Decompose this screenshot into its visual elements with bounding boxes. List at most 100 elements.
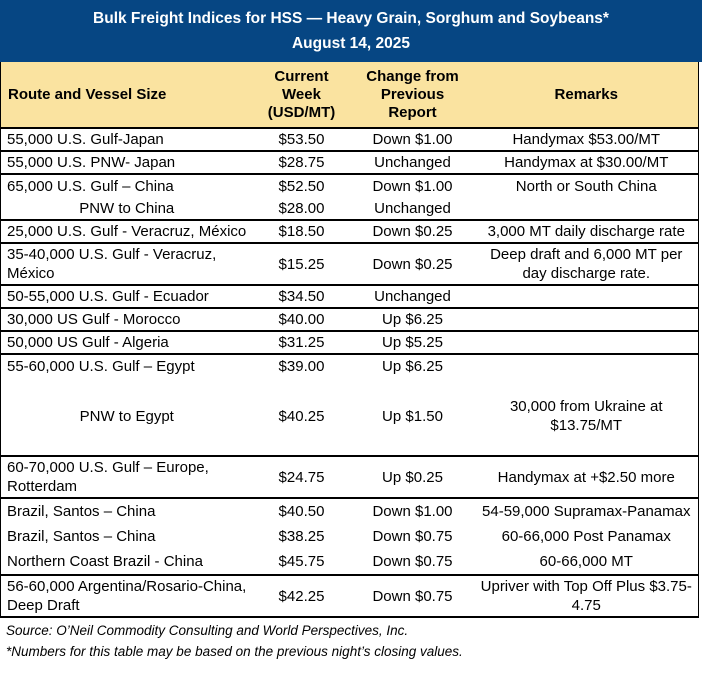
current-week-cell: $34.50 <box>278 288 325 305</box>
row-group-gulf-morocco: 30,000 US Gulf - Morocco $40.00 Up $6.25 <box>0 308 699 331</box>
table-row: 50,000 US Gulf - Algeria $31.25 Up $5.25 <box>1 331 699 354</box>
change-cell: Unchanged <box>374 199 451 217</box>
remarks-cell: 54-59,000 Supramax-Panamax <box>482 503 691 520</box>
report-date: August 14, 2025 <box>291 34 411 52</box>
remarks-cell: 3,000 MT daily discharge rate <box>487 223 685 240</box>
route-cell: 50-55,000 U.S. Gulf - Ecuador <box>7 288 209 305</box>
current-week-cell: $28.00 <box>278 199 325 217</box>
current-week-cell: $40.50 <box>278 503 325 520</box>
table-row: 55,000 U.S. PNW- Japan $28.75 Unchanged … <box>1 151 699 174</box>
remarks-cell: 60-66,000 Post Panamax <box>501 528 671 545</box>
remarks-cell: 60-66,000 MT <box>539 553 633 570</box>
column-header-change: Change from Previous Report <box>350 62 475 129</box>
remarks-cell: Handymax $53.00/MT <box>512 131 661 148</box>
table-row: 30,000 US Gulf - Morocco $40.00 Up $6.25 <box>1 308 699 331</box>
current-week-cell: $42.25 <box>278 587 325 605</box>
footer: Source: O’Neil Commodity Consulting and … <box>0 618 702 662</box>
change-cell: Down $1.00 <box>372 177 453 195</box>
row-group-brazil-china: Brazil, Santos – China $40.50 Down $1.00… <box>0 498 699 575</box>
current-week-cell: $28.75 <box>278 154 325 171</box>
route-cell: 55,000 U.S. PNW- Japan <box>7 154 176 171</box>
route-cell: 55,000 U.S. Gulf-Japan <box>7 131 164 148</box>
change-cell: Down $0.75 <box>372 528 453 545</box>
change-cell: Down $0.75 <box>372 553 453 570</box>
route-cell: 55-60,000 U.S. Gulf – Egypt <box>7 357 195 375</box>
column-header-route: Route and Vessel Size <box>0 62 253 129</box>
current-week-cell: $38.25 <box>278 528 325 545</box>
current-week-cell: $15.25 <box>278 255 325 273</box>
change-cell: Down $0.75 <box>372 587 453 605</box>
change-cell: Down $0.25 <box>372 223 453 240</box>
report-title: Bulk Freight Indices for HSS — Heavy Gra… <box>93 9 609 27</box>
table-row: Brazil, Santos – China $40.50 Down $1.00… <box>1 498 699 524</box>
remarks-cell: Upriver with Top Off Plus $3.75-4.75 <box>480 578 692 614</box>
remarks-cell: Handymax at +$2.50 more <box>497 468 675 486</box>
current-week-cell: $18.50 <box>278 223 325 240</box>
table-row: 55,000 U.S. Gulf-Japan $53.50 Down $1.00… <box>1 128 699 151</box>
row-group-gulf-china: 65,000 U.S. Gulf – China $52.50 Down $1.… <box>0 174 699 220</box>
route-cell: Northern Coast Brazil - China <box>7 553 203 570</box>
table-row: PNW to Egypt $40.25 Up $1.50 30,000 from… <box>1 377 699 456</box>
remarks-cell <box>475 331 699 354</box>
row-group-gulf-egypt: 55-60,000 U.S. Gulf – Egypt $39.00 Up $6… <box>0 354 699 456</box>
row-group-gulf-japan: 55,000 U.S. Gulf-Japan $53.50 Down $1.00… <box>1 128 699 151</box>
row-group-gulf-algeria: 50,000 US Gulf - Algeria $31.25 Up $5.25 <box>0 331 699 354</box>
row-group-gulf-ecuador: 50-55,000 U.S. Gulf - Ecuador $34.50 Unc… <box>0 285 699 308</box>
table-row: 50-55,000 U.S. Gulf - Ecuador $34.50 Unc… <box>1 285 699 308</box>
remarks-cell <box>475 197 699 220</box>
route-cell: 65,000 U.S. Gulf – China <box>7 177 174 195</box>
remarks-cell: Handymax at $30.00/MT <box>504 154 669 171</box>
column-header-current-week: Current Week (USD/MT) <box>252 62 351 129</box>
route-cell: 60-70,000 U.S. Gulf – Europe, Rotterdam <box>7 459 209 495</box>
current-week-cell: $40.25 <box>278 407 325 425</box>
table-row: 25,000 U.S. Gulf - Veracruz, México $18.… <box>1 220 699 243</box>
remarks-cell: Deep draft and 6,000 MT per day discharg… <box>490 246 683 282</box>
route-cell: 25,000 U.S. Gulf - Veracruz, México <box>7 223 247 240</box>
change-cell: Unchanged <box>374 154 451 171</box>
remarks-cell <box>475 285 699 308</box>
row-group-gulf-veracruz-25k: 25,000 U.S. Gulf - Veracruz, México $18.… <box>0 220 699 243</box>
row-group-gulf-europe: 60-70,000 U.S. Gulf – Europe, Rotterdam … <box>0 456 699 498</box>
change-cell: Down $0.25 <box>372 255 453 273</box>
table-row: 55-60,000 U.S. Gulf – Egypt $39.00 Up $6… <box>1 354 699 377</box>
table-row: 60-70,000 U.S. Gulf – Europe, Rotterdam … <box>1 456 699 498</box>
route-cell: 56-60,000 Argentina/Rosario-China, Deep … <box>7 578 247 614</box>
current-week-cell: $45.75 <box>278 553 325 570</box>
change-cell: Unchanged <box>374 288 451 305</box>
table-row: Northern Coast Brazil - China $45.75 Dow… <box>1 549 699 575</box>
route-cell: 50,000 US Gulf - Algeria <box>7 334 169 351</box>
freight-indices-table: Route and Vessel Size Current Week (USD/… <box>0 62 699 618</box>
current-week-cell: $39.00 <box>278 357 325 375</box>
remarks-cell <box>475 308 699 331</box>
current-week-cell: $52.50 <box>278 177 325 195</box>
route-cell: 35-40,000 U.S. Gulf - Veracruz, México <box>7 246 217 282</box>
remarks-cell <box>475 354 699 377</box>
change-cell: Up $6.25 <box>382 311 443 328</box>
route-cell: 30,000 US Gulf - Morocco <box>7 311 181 328</box>
route-cell: PNW to Egypt <box>79 407 174 425</box>
source-line: Source: O’Neil Commodity Consulting and … <box>6 623 409 638</box>
table-header: Route and Vessel Size Current Week (USD/… <box>0 62 699 129</box>
table-row: 56-60,000 Argentina/Rosario-China, Deep … <box>1 575 699 617</box>
change-cell: Up $0.25 <box>382 468 443 486</box>
row-group-gulf-veracruz-35-40k: 35-40,000 U.S. Gulf - Veracruz, México $… <box>0 243 699 285</box>
current-week-cell: $24.75 <box>278 468 325 486</box>
table-row: Brazil, Santos – China $38.25 Down $0.75… <box>1 524 699 549</box>
remarks-cell: 30,000 from Ukraine at $13.75/MT <box>509 398 663 434</box>
row-group-argentina: 56-60,000 Argentina/Rosario-China, Deep … <box>0 575 699 617</box>
change-cell: Up $6.25 <box>382 357 443 375</box>
footnote-line: *Numbers for this table may be based on … <box>6 644 463 659</box>
change-cell: Up $1.50 <box>382 407 443 425</box>
route-cell: PNW to China <box>79 199 175 217</box>
title-band: Bulk Freight Indices for HSS — Heavy Gra… <box>0 0 702 62</box>
current-week-cell: $53.50 <box>278 131 325 148</box>
change-cell: Up $5.25 <box>382 334 443 351</box>
remarks-cell: North or South China <box>515 177 657 195</box>
column-header-remarks: Remarks <box>474 62 699 129</box>
row-group-pnw-japan: 55,000 U.S. PNW- Japan $28.75 Unchanged … <box>0 151 699 174</box>
change-cell: Down $1.00 <box>372 131 453 148</box>
table-row: 65,000 U.S. Gulf – China $52.50 Down $1.… <box>1 174 699 197</box>
table-row: 35-40,000 U.S. Gulf - Veracruz, México $… <box>1 243 699 285</box>
route-cell: Brazil, Santos – China <box>7 528 156 545</box>
